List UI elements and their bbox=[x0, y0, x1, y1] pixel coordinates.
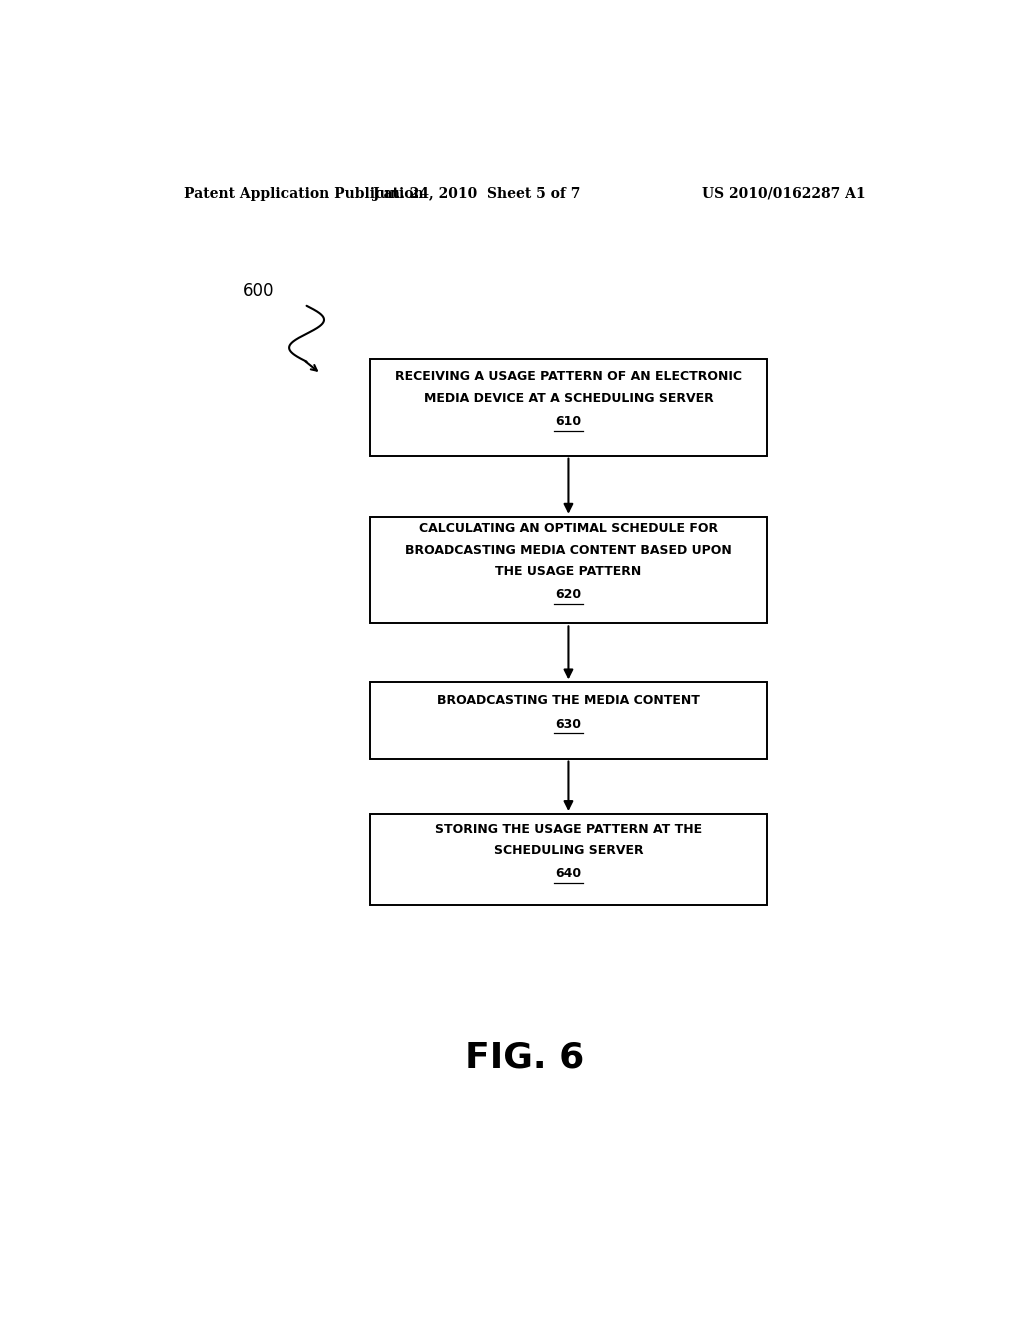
Text: THE USAGE PATTERN: THE USAGE PATTERN bbox=[496, 565, 642, 578]
Text: US 2010/0162287 A1: US 2010/0162287 A1 bbox=[702, 187, 866, 201]
Text: Patent Application Publication: Patent Application Publication bbox=[183, 187, 423, 201]
FancyBboxPatch shape bbox=[370, 516, 767, 623]
Text: STORING THE USAGE PATTERN AT THE: STORING THE USAGE PATTERN AT THE bbox=[435, 822, 702, 836]
FancyBboxPatch shape bbox=[370, 359, 767, 455]
Text: Jun. 24, 2010  Sheet 5 of 7: Jun. 24, 2010 Sheet 5 of 7 bbox=[374, 187, 581, 201]
Text: BROADCASTING THE MEDIA CONTENT: BROADCASTING THE MEDIA CONTENT bbox=[437, 694, 699, 708]
Text: FIG. 6: FIG. 6 bbox=[465, 1041, 585, 1074]
Text: MEDIA DEVICE AT A SCHEDULING SERVER: MEDIA DEVICE AT A SCHEDULING SERVER bbox=[424, 392, 714, 405]
Text: 610: 610 bbox=[555, 416, 582, 428]
FancyBboxPatch shape bbox=[370, 814, 767, 906]
Text: 620: 620 bbox=[555, 589, 582, 602]
Text: SCHEDULING SERVER: SCHEDULING SERVER bbox=[494, 843, 643, 857]
Text: CALCULATING AN OPTIMAL SCHEDULE FOR: CALCULATING AN OPTIMAL SCHEDULE FOR bbox=[419, 523, 718, 536]
Text: 630: 630 bbox=[555, 718, 582, 730]
Text: RECEIVING A USAGE PATTERN OF AN ELECTRONIC: RECEIVING A USAGE PATTERN OF AN ELECTRON… bbox=[395, 371, 742, 383]
FancyBboxPatch shape bbox=[370, 682, 767, 759]
Text: BROADCASTING MEDIA CONTENT BASED UPON: BROADCASTING MEDIA CONTENT BASED UPON bbox=[406, 544, 732, 557]
Text: 600: 600 bbox=[243, 281, 274, 300]
Text: 640: 640 bbox=[555, 867, 582, 880]
